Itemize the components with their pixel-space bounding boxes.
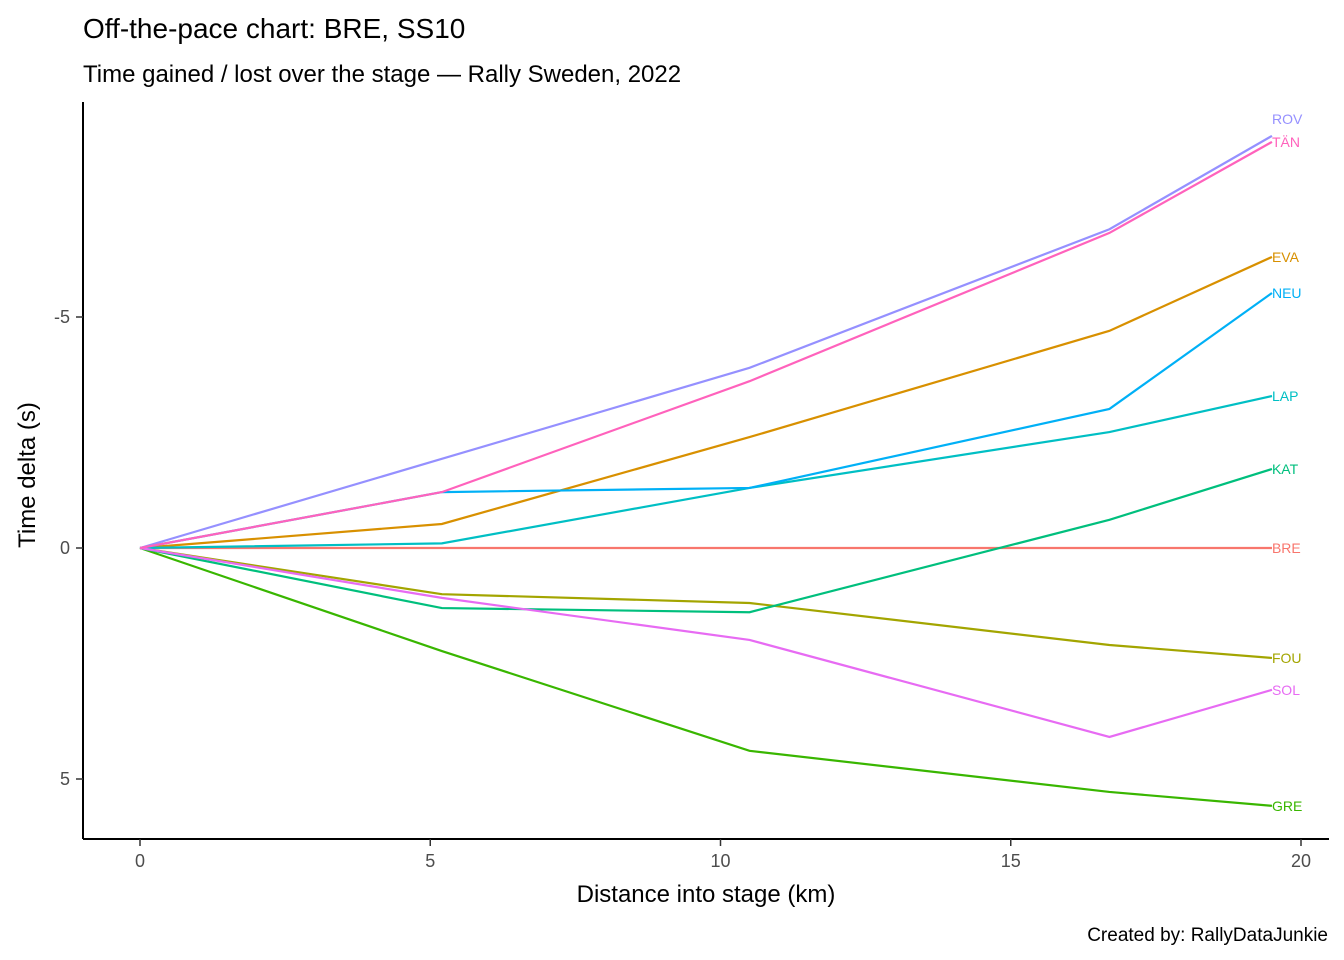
series-end-label: FOU xyxy=(1272,650,1302,666)
series-end-label: GRE xyxy=(1272,798,1302,814)
caption: Created by: RallyDataJunkie xyxy=(1087,925,1328,946)
y-tick-label: 5 xyxy=(60,769,70,789)
series-end-label: NEU xyxy=(1272,285,1302,301)
series-end-label: EVA xyxy=(1272,249,1300,265)
series-end-label: BRE xyxy=(1272,540,1301,556)
x-tick-label: 5 xyxy=(425,851,435,871)
series-end-label: TÄN xyxy=(1272,134,1300,150)
series-line-fou xyxy=(139,546,1273,660)
x-tick-label: 0 xyxy=(135,851,145,871)
series-end-label: LAP xyxy=(1272,388,1298,404)
series-line-tän xyxy=(139,140,1273,550)
series-line-lap xyxy=(139,394,1273,550)
series-line-sol xyxy=(139,546,1273,739)
series-line-eva xyxy=(139,255,1273,550)
x-axis-label: Distance into stage (km) xyxy=(577,881,836,908)
series-end-label: KAT xyxy=(1272,461,1299,477)
series-line-gre xyxy=(139,546,1273,807)
series-line-rov xyxy=(139,134,1273,550)
chart-title: Off-the-pace chart: BRE, SS10 xyxy=(83,13,465,44)
x-tick-label: 20 xyxy=(1291,851,1311,871)
x-tick-label: 10 xyxy=(710,851,730,871)
y-tick-label: 0 xyxy=(60,538,70,558)
series-end-label: SOL xyxy=(1272,682,1300,698)
series-end-label: ROV xyxy=(1272,111,1303,127)
x-tick-label: 15 xyxy=(1001,851,1021,871)
series-line-neu xyxy=(139,292,1273,550)
y-tick-label: -5 xyxy=(54,307,70,327)
chart-subtitle: Time gained / lost over the stage — Rall… xyxy=(83,61,681,88)
y-axis-label: Time delta (s) xyxy=(14,402,41,548)
series-line-kat xyxy=(139,467,1273,614)
